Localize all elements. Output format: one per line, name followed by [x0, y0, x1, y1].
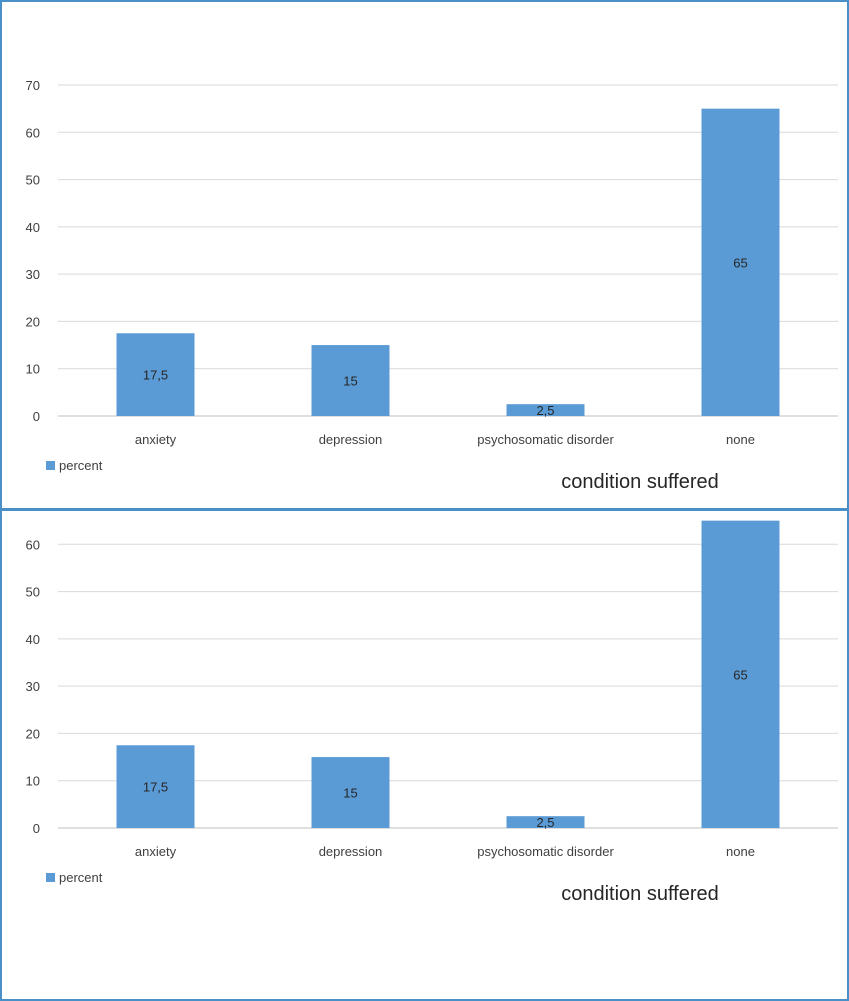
y-tick-label: 70: [26, 78, 40, 93]
x-category-label: depression: [319, 432, 383, 447]
legend-label: percent: [59, 458, 103, 473]
y-tick-label: 40: [26, 220, 40, 235]
bar-psychosomatic-disorder: [506, 816, 585, 828]
bar-depression: [311, 757, 390, 828]
x-category-label: psychosomatic disorder: [477, 432, 614, 447]
x-category-label: none: [726, 432, 755, 447]
x-category-label: anxiety: [135, 844, 177, 859]
y-tick-label: 20: [26, 314, 40, 329]
chart-panel-2: 01020304050607017,5anxiety15depression2,…: [0, 508, 849, 1001]
bar-anxiety: [116, 333, 195, 416]
bar-anxiety: [116, 745, 195, 828]
y-tick-label: 10: [26, 362, 40, 377]
bar-chart-1: 0 10 20 30 40 50 60 70 17,5 anxiety 15 depression 2,…: [26, 78, 838, 493]
x-axis-title: condition suffered: [561, 883, 719, 905]
x-axis-title: condition suffered: [561, 471, 719, 493]
data-label: 17,5: [143, 368, 168, 383]
legend-swatch: [46, 873, 55, 882]
bar-chart-2: 01020304050607017,5anxiety15depression2,…: [26, 520, 838, 905]
y-tick-label: 30: [26, 679, 40, 694]
data-label: 65: [733, 667, 747, 682]
data-label: 2,5: [536, 403, 554, 418]
y-tick-label: 60: [26, 537, 40, 552]
y-tick-label: 30: [26, 267, 40, 282]
y-tick-label: 60: [26, 125, 40, 140]
y-tick-label: 0: [33, 409, 40, 424]
x-category-label: depression: [319, 844, 383, 859]
bar-psychosomatic-disorder: [506, 404, 585, 416]
bar-depression: [311, 345, 390, 416]
data-label: 15: [343, 374, 357, 389]
data-label: 15: [343, 786, 357, 801]
legend-label: percent: [59, 870, 103, 885]
y-tick-label: 50: [26, 173, 40, 188]
x-category-label: psychosomatic disorder: [477, 844, 614, 859]
data-label: 65: [733, 255, 747, 270]
data-label: 17,5: [143, 780, 168, 795]
bar-none: [701, 108, 780, 417]
data-label: 2,5: [536, 815, 554, 830]
bar-none: [701, 520, 780, 828]
y-tick-label: 50: [26, 585, 40, 600]
y-tick-label: 10: [26, 774, 40, 789]
legend-swatch: [46, 461, 55, 470]
x-category-label: none: [726, 844, 755, 859]
y-tick-label: 40: [26, 632, 40, 647]
y-tick-label: 20: [26, 726, 40, 741]
y-tick-label: 0: [33, 821, 40, 836]
x-category-label: anxiety: [135, 432, 177, 447]
chart-panel-1: 0 10 20 30 40 50 60 70 17,5 anxiety 15 depression 2,…: [0, 0, 849, 508]
